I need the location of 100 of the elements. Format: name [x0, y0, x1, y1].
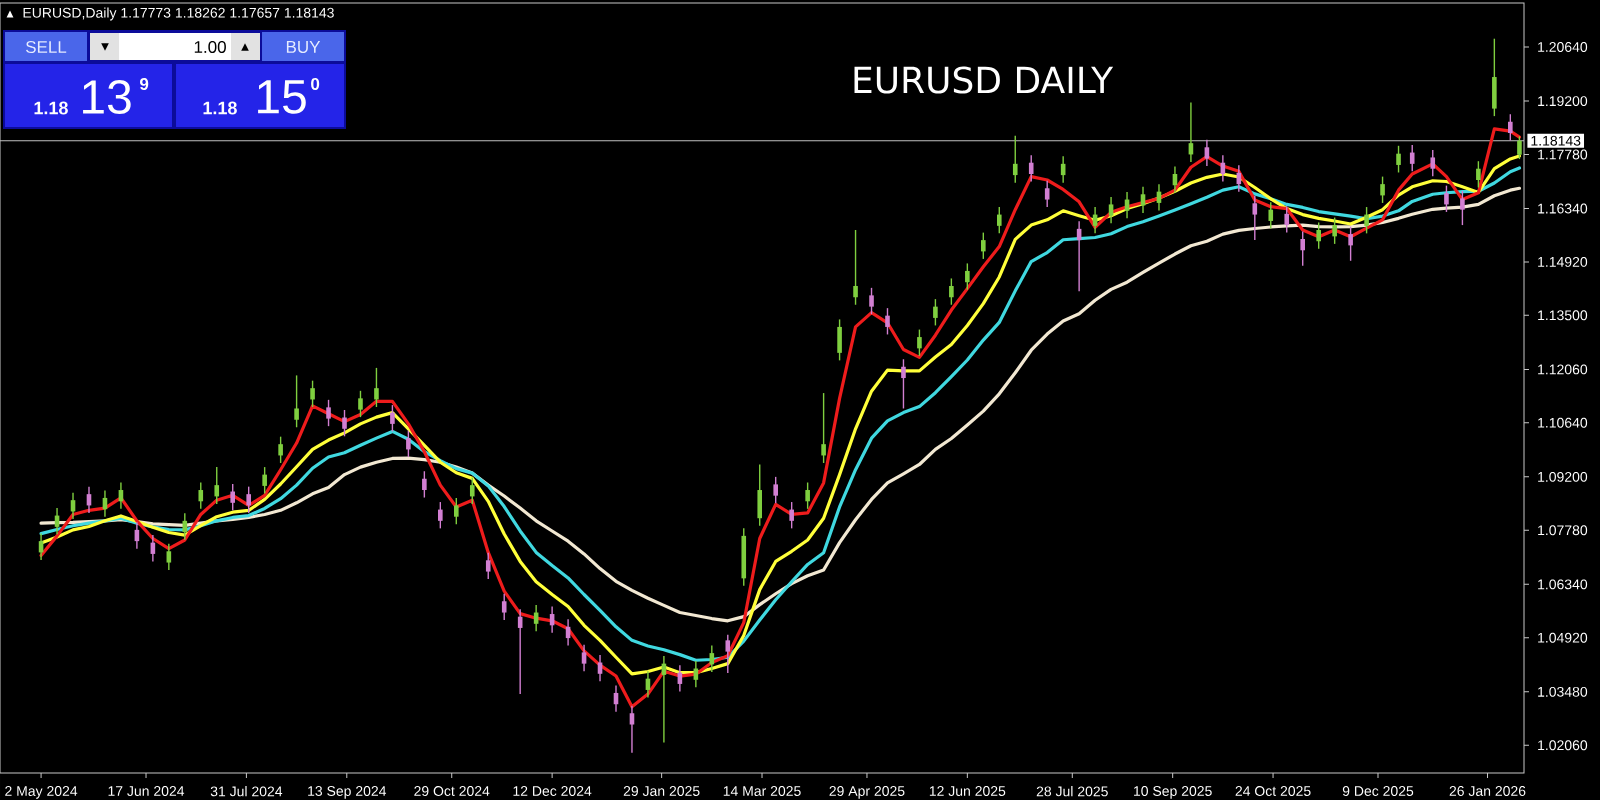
- candlestick: [885, 307, 890, 336]
- y-tick-label: 1.17780: [1538, 149, 1588, 160]
- candlestick: [1028, 154, 1034, 183]
- candlestick: [1380, 175, 1385, 204]
- candlestick: [166, 543, 172, 571]
- y-tick-label: 1.03480: [1538, 686, 1588, 697]
- candlestick: [214, 466, 220, 505]
- y-tick-label: 1.07780: [1538, 525, 1588, 536]
- candlestick: [1204, 139, 1210, 167]
- candlestick: [1409, 144, 1415, 173]
- annotation: 13: [83, 80, 131, 114]
- annotation: 1.18: [34, 101, 68, 115]
- candlestick: [805, 481, 810, 510]
- candlestick: [869, 287, 874, 315]
- candlestick: [1268, 201, 1274, 230]
- candlestick: [294, 374, 299, 428]
- candlestick: [1430, 149, 1436, 177]
- candlestick: [917, 328, 922, 357]
- x-tick-label: 29 Jan 2025: [623, 786, 700, 796]
- candlestick: [981, 231, 986, 260]
- candlestick: [485, 552, 491, 580]
- candlestick: [821, 392, 826, 464]
- candlestick: [789, 501, 794, 530]
- x-tick-label: 12 Dec 2024: [513, 786, 592, 796]
- candlestick: [342, 409, 347, 437]
- candlestick: [438, 501, 443, 530]
- candlestick: [1476, 160, 1481, 189]
- ref-line-label: 1.18143: [1531, 135, 1581, 146]
- y-tick-label: 1.19200: [1538, 96, 1588, 107]
- x-tick-label: 24 Oct 2025: [1235, 786, 1311, 796]
- candlestick: [198, 481, 204, 510]
- annotation: ▲: [6, 10, 14, 18]
- candlestick: [933, 298, 938, 327]
- candlestick: [422, 470, 427, 499]
- y-tick-label: 1.06340: [1538, 579, 1588, 590]
- chart-title: EURUSD,Daily 1.17773 1.18262 1.17657 1.18143: [23, 7, 334, 21]
- x-tick-label: 31 Jul 2024: [210, 786, 283, 797]
- candlestick: [1012, 134, 1018, 184]
- candlestick: [629, 705, 635, 754]
- annotation: 15: [258, 80, 306, 114]
- candlestick: [1300, 230, 1306, 267]
- candlestick: [1460, 190, 1465, 226]
- candlestick: [246, 485, 251, 514]
- annotation: SELL: [26, 40, 67, 54]
- candlestick: [454, 497, 459, 525]
- candlestick: [725, 634, 731, 674]
- candlestick: [1508, 113, 1513, 142]
- x-tick-label: 29 Oct 2024: [414, 786, 490, 796]
- annotation: 0: [311, 77, 320, 91]
- annotation: BUY: [286, 41, 321, 53]
- annotation: 9: [140, 77, 149, 91]
- annotation: ▼: [101, 43, 109, 51]
- candlestick: [965, 262, 970, 291]
- x-tick-label: 26 Jan 2026: [1449, 786, 1526, 796]
- x-tick-label: 28 Jul 2025: [1036, 786, 1108, 797]
- candlestick: [501, 593, 507, 621]
- annotation: EURUSD DAILY: [854, 66, 1114, 94]
- candlestick: [469, 476, 475, 505]
- x-tick-label: 29 Apr 2025: [829, 786, 905, 799]
- candlestick: [949, 277, 954, 306]
- candlestick: [374, 367, 379, 408]
- candlestick: [1316, 221, 1321, 250]
- candlestick: [406, 429, 411, 458]
- candlestick: [853, 229, 858, 306]
- x-tick-label: 9 Dec 2025: [1342, 786, 1414, 796]
- x-tick-label: 13 Sep 2024: [308, 786, 387, 799]
- candlestick: [390, 404, 395, 433]
- x-tick-label: 14 Mar 2025: [723, 786, 801, 796]
- y-tick-label: 1.14920: [1538, 256, 1588, 267]
- x-tick-label: 17 Jun 2024: [108, 786, 185, 796]
- annotation: 1.00: [194, 40, 226, 54]
- candlestick: [901, 358, 906, 410]
- candlestick: [230, 483, 236, 512]
- annotation: ▲: [241, 43, 249, 51]
- candlestick: [326, 399, 331, 427]
- y-tick-label: 1.04920: [1538, 632, 1588, 643]
- candlestick: [1396, 145, 1401, 174]
- x-tick-label: 2 May 2024: [5, 786, 78, 799]
- candlestick: [1252, 195, 1258, 241]
- candlestick: [1284, 205, 1290, 234]
- annotation: 1.18: [203, 101, 237, 115]
- candlestick: [1332, 216, 1337, 245]
- candlestick: [310, 379, 315, 408]
- candlestick: [1044, 180, 1050, 208]
- candlestick: [1364, 206, 1369, 235]
- y-tick-label: 1.16340: [1538, 203, 1588, 214]
- y-tick-label: 1.10640: [1538, 417, 1588, 428]
- candlestick: [1444, 184, 1449, 213]
- candlestick: [1108, 196, 1114, 224]
- x-tick-label: 12 Jun 2025: [929, 786, 1006, 796]
- candlestick: [996, 206, 1002, 235]
- candlestick: [773, 476, 778, 504]
- candlestick: [1517, 135, 1522, 160]
- candlestick: [1348, 225, 1353, 262]
- x-tick-label: 10 Sep 2025: [1134, 786, 1212, 799]
- y-tick-label: 1.12060: [1538, 364, 1588, 375]
- y-tick-label: 1.20640: [1538, 42, 1588, 52]
- y-tick-label: 1.13500: [1538, 310, 1588, 321]
- y-tick-label: 1.02060: [1538, 740, 1588, 751]
- y-tick-label: 1.09200: [1538, 471, 1588, 482]
